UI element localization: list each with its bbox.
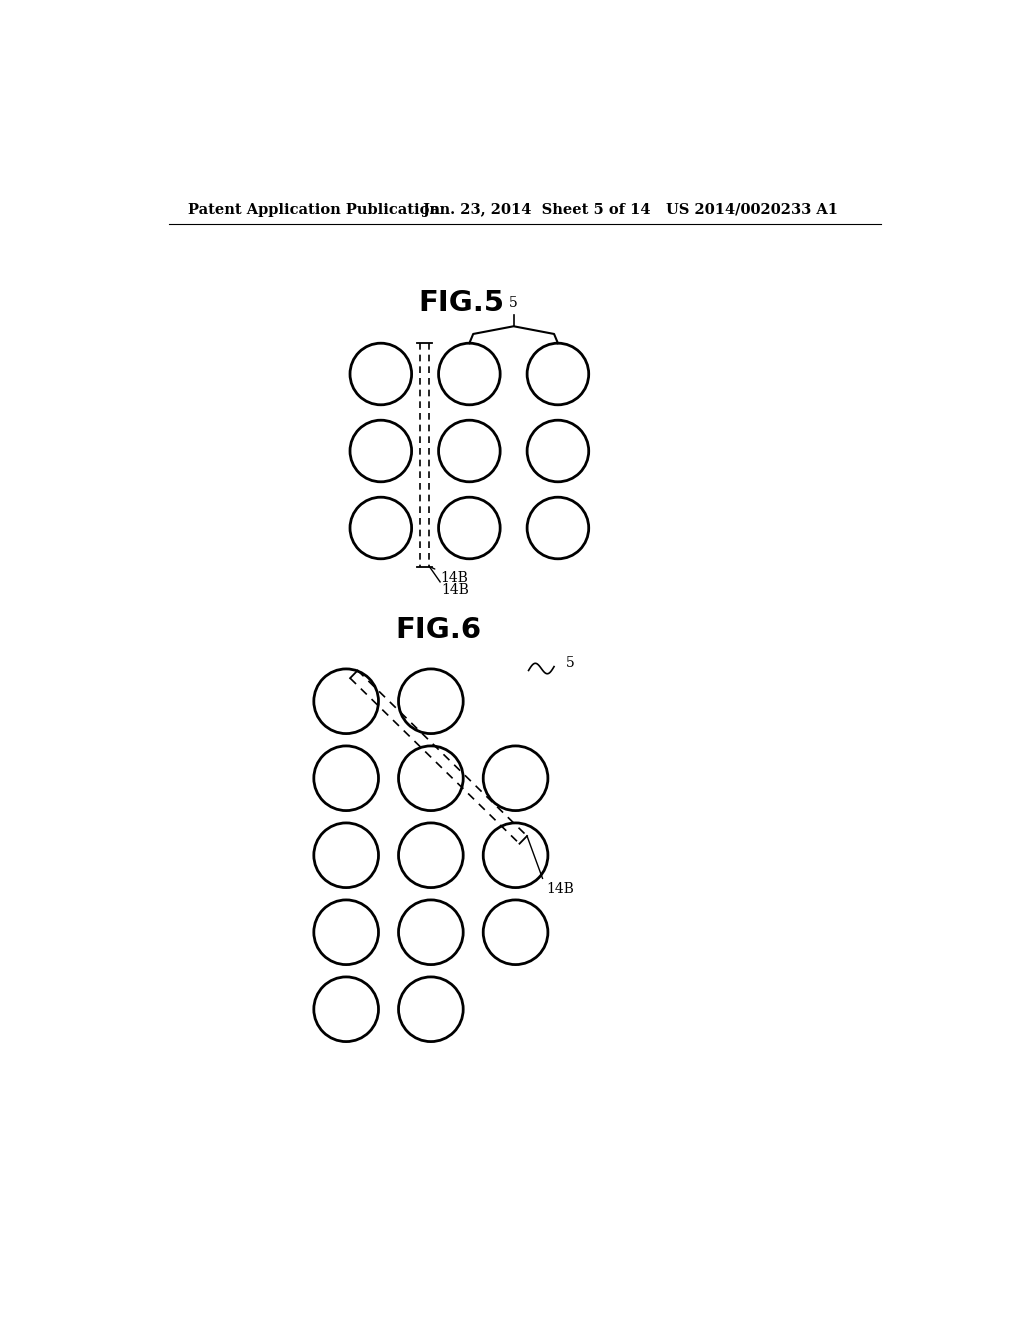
Text: 5: 5 xyxy=(565,656,574,669)
Text: US 2014/0020233 A1: US 2014/0020233 A1 xyxy=(666,203,838,216)
Text: 14B: 14B xyxy=(441,583,470,598)
Text: FIG.5: FIG.5 xyxy=(419,289,505,317)
Text: 5: 5 xyxy=(509,296,518,310)
Text: 14B: 14B xyxy=(547,882,574,896)
Text: Patent Application Publication: Patent Application Publication xyxy=(188,203,440,216)
Text: FIG.6: FIG.6 xyxy=(395,615,481,644)
Text: 14B: 14B xyxy=(432,568,468,585)
Text: Jan. 23, 2014  Sheet 5 of 14: Jan. 23, 2014 Sheet 5 of 14 xyxy=(423,203,650,216)
